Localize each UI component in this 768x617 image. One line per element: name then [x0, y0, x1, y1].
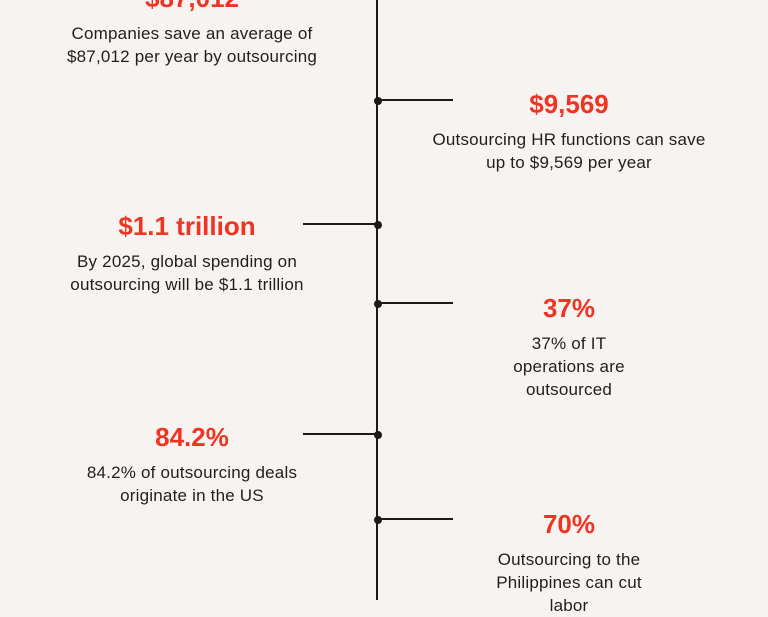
stat-item-2: $1.1 trillion By 2025, global spending o… — [37, 210, 337, 296]
stat-value: 70% — [542, 509, 596, 539]
stat-description: By 2025, global spending on outsourcing … — [70, 252, 304, 294]
timeline-connector — [377, 518, 453, 520]
stat-item-1: $9,569 Outsourcing HR functions can save… — [419, 88, 719, 174]
stat-value: 84.2% — [155, 422, 229, 452]
timeline-dot — [374, 300, 382, 308]
stat-value: 37% — [542, 293, 596, 323]
stat-value: $9,569 — [529, 89, 609, 119]
timeline-connector — [377, 99, 453, 101]
stat-description: Outsourcing HR functions can save up to … — [432, 130, 706, 172]
stat-description: 37% of IT operations are outsourced — [513, 334, 625, 399]
timeline-dot — [374, 516, 382, 524]
stat-description: Companies save an average of $87,012 per… — [66, 24, 318, 66]
timeline-dot — [374, 97, 382, 105]
stat-item-5: 70% Outsourcing to the Philippines can c… — [419, 508, 719, 617]
stat-value: $1.1 trillion — [118, 211, 256, 241]
stat-item-0: $87,012 Companies save an average of $87… — [42, 0, 342, 68]
stat-description: 84.2% of outsourcing deals originate in … — [86, 463, 298, 505]
timeline-dot — [374, 221, 382, 229]
timeline-connector — [303, 433, 377, 435]
stat-description: Outsourcing to the Philippines can cut l… — [496, 550, 642, 615]
stat-item-3: 37% 37% of IT operations are outsourced — [419, 292, 719, 401]
timeline-connector — [377, 302, 453, 304]
timeline-connector — [303, 223, 377, 225]
stat-value: $87,012 — [42, 0, 342, 14]
timeline-dot — [374, 431, 382, 439]
stat-item-4: 84.2% 84.2% of outsourcing deals origina… — [42, 421, 342, 507]
